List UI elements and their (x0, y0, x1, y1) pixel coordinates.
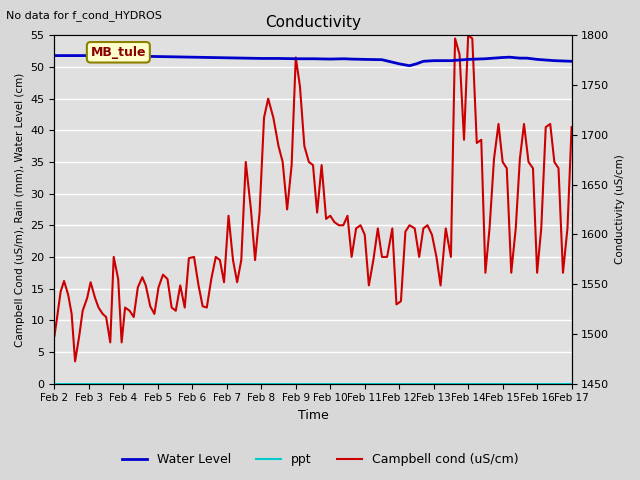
Y-axis label: Campbell Cond (uS/m), Rain (mm), Water Level (cm): Campbell Cond (uS/m), Rain (mm), Water L… (15, 72, 25, 347)
Y-axis label: Conductivity (uS/cm): Conductivity (uS/cm) (615, 155, 625, 264)
Text: No data for f_cond_HYDROS: No data for f_cond_HYDROS (6, 10, 163, 21)
Legend: Water Level, ppt, Campbell cond (uS/cm): Water Level, ppt, Campbell cond (uS/cm) (116, 448, 524, 471)
Title: Conductivity: Conductivity (265, 15, 361, 30)
X-axis label: Time: Time (298, 409, 328, 422)
Text: MB_tule: MB_tule (91, 46, 146, 59)
